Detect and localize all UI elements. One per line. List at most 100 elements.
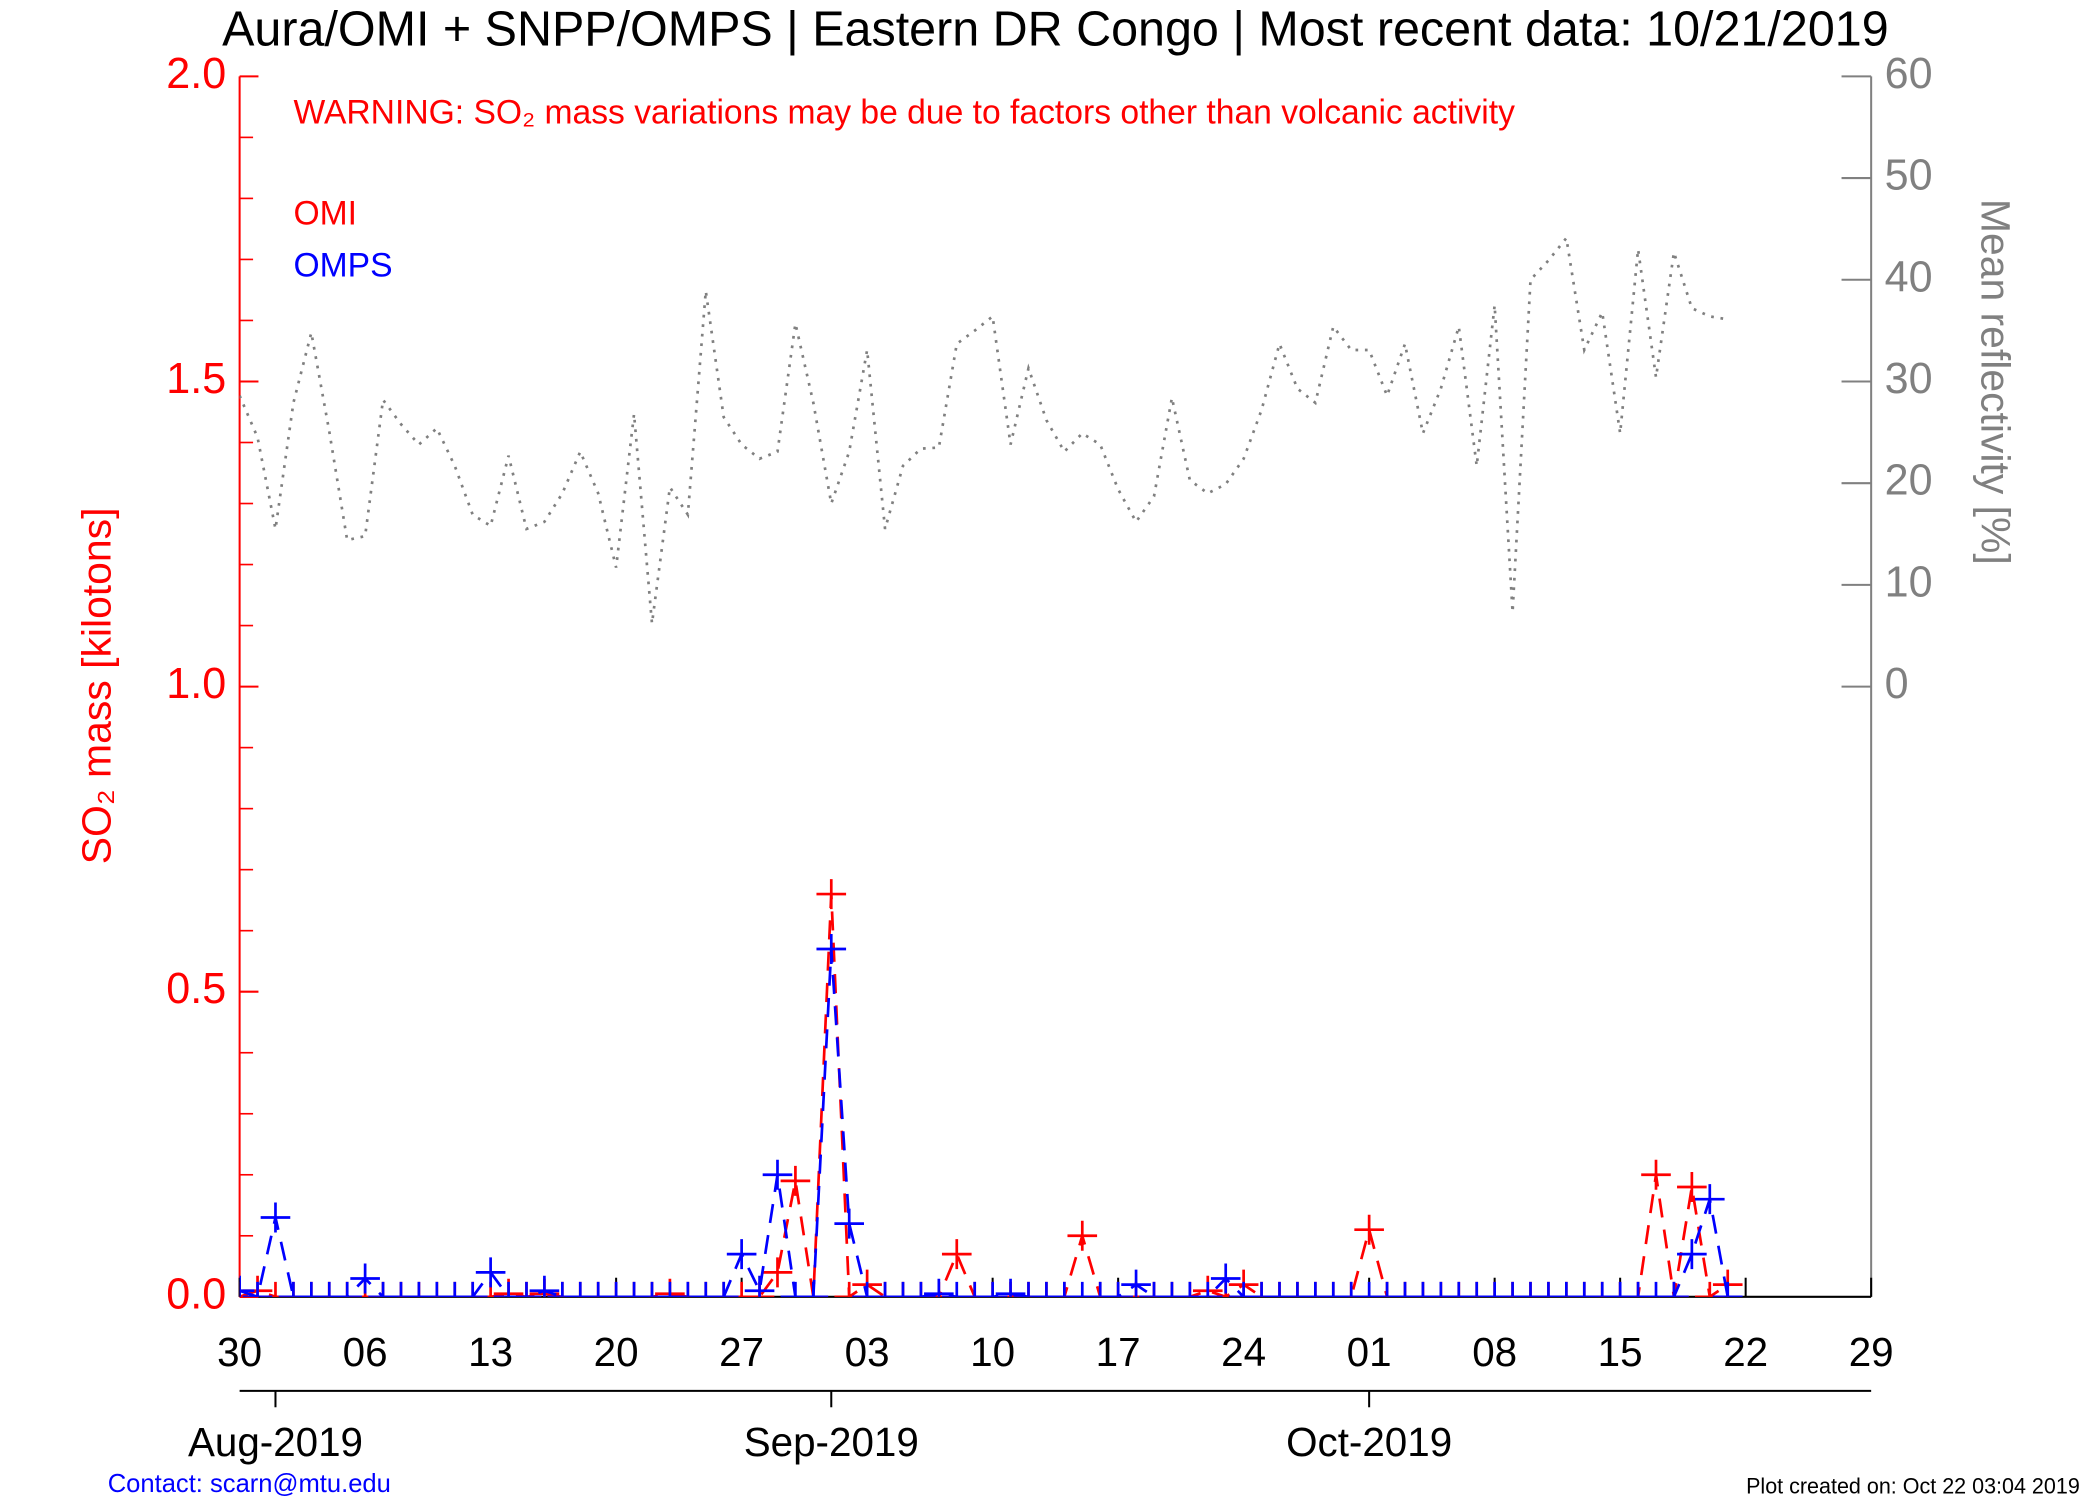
- marker: [314, 1281, 345, 1297]
- marker: [457, 1281, 488, 1297]
- marker: [673, 1281, 703, 1297]
- marker: [1246, 1281, 1277, 1297]
- marker: [1641, 1281, 1671, 1297]
- marker: [260, 1202, 291, 1233]
- marker: [350, 1263, 380, 1294]
- marker: [619, 1281, 649, 1297]
- marker: [242, 1281, 273, 1297]
- marker: [1264, 1281, 1295, 1297]
- marker: [1139, 1281, 1169, 1297]
- y2-tick-label: 40: [1885, 253, 1933, 301]
- marker: [296, 1281, 327, 1297]
- marker: [1551, 1281, 1582, 1297]
- x-tick-label: 01: [1347, 1329, 1392, 1375]
- marker: [1013, 1281, 1044, 1297]
- marker: [278, 1281, 309, 1297]
- marker: [744, 1275, 775, 1297]
- marker: [1443, 1281, 1474, 1297]
- marker: [422, 1281, 452, 1297]
- marker: [332, 1281, 362, 1297]
- x-tick-label: 24: [1221, 1329, 1266, 1375]
- y-tick-label: 1.0: [166, 660, 226, 708]
- x-tick-label: 15: [1598, 1329, 1643, 1375]
- marker: [547, 1281, 578, 1297]
- marker: [1121, 1269, 1151, 1297]
- marker: [1694, 1184, 1725, 1215]
- marker: [601, 1281, 631, 1297]
- month-label: Aug-2019: [188, 1419, 363, 1465]
- marker: [762, 1159, 793, 1190]
- marker: [906, 1281, 936, 1297]
- marker: [475, 1257, 506, 1288]
- y-tick-label: 0.0: [166, 1270, 226, 1318]
- marker: [1210, 1263, 1241, 1294]
- marker: [1103, 1281, 1133, 1297]
- marker: [1300, 1281, 1331, 1297]
- marker: [1426, 1281, 1456, 1297]
- x-tick-label: 29: [1849, 1329, 1894, 1375]
- marker: [1192, 1281, 1223, 1297]
- y2-axis-label: Mean reflectivity [%]: [1973, 199, 2019, 565]
- marker: [1318, 1281, 1349, 1297]
- y2-tick-label: 60: [1885, 50, 1933, 98]
- marker: [1354, 1214, 1384, 1245]
- x-tick-label: 03: [845, 1329, 890, 1375]
- series-line: [239, 234, 1728, 624]
- marker: [404, 1281, 434, 1297]
- month-label: Oct-2019: [1286, 1419, 1452, 1465]
- marker: [1067, 1281, 1098, 1297]
- series-line: [239, 894, 1729, 1297]
- x-tick-label: 22: [1723, 1329, 1768, 1375]
- legend-entry: OMPS: [293, 246, 392, 284]
- marker: [798, 1281, 829, 1297]
- month-label: Sep-2019: [744, 1419, 919, 1465]
- marker: [1228, 1281, 1259, 1297]
- marker: [834, 1281, 865, 1297]
- x-tick-label: 06: [343, 1329, 388, 1375]
- marker: [1641, 1159, 1671, 1190]
- marker: [726, 1239, 757, 1270]
- marker: [1390, 1281, 1420, 1297]
- marker: [1497, 1281, 1528, 1297]
- marker: [870, 1281, 900, 1297]
- y2-tick-label: 10: [1885, 558, 1933, 606]
- marker: [1605, 1281, 1635, 1297]
- marker: [439, 1281, 470, 1297]
- marker: [690, 1281, 721, 1297]
- marker: [924, 1278, 954, 1297]
- marker: [1085, 1281, 1116, 1297]
- y-tick-label: 2.0: [166, 50, 226, 98]
- footer-contact: Contact: scarn@mtu.edu: [108, 1470, 391, 1498]
- marker: [529, 1275, 560, 1297]
- marker: [239, 1275, 255, 1297]
- marker: [708, 1281, 739, 1297]
- marker: [780, 1281, 811, 1297]
- marker: [368, 1281, 398, 1297]
- marker: [995, 1278, 1026, 1297]
- x-tick-label: 30: [217, 1329, 262, 1375]
- chart-title: Aura/OMI + SNPP/OMPS | Eastern DR Congo …: [222, 2, 1889, 56]
- marker: [888, 1281, 918, 1297]
- marker: [637, 1281, 667, 1297]
- marker: [1282, 1281, 1313, 1297]
- marker: [852, 1281, 882, 1297]
- marker: [1461, 1281, 1492, 1297]
- series-line: [239, 948, 1730, 1297]
- marker: [1677, 1239, 1707, 1270]
- marker: [1677, 1171, 1707, 1202]
- x-tick-label: 20: [594, 1329, 639, 1375]
- y-axis-label: SO₂ mass [kilotons]: [74, 508, 120, 865]
- x-tick-label: 08: [1472, 1329, 1517, 1375]
- footer-created: Plot created on: Oct 22 03:04 2019: [1746, 1473, 2080, 1498]
- y2-tick-label: 20: [1885, 456, 1933, 504]
- marker: [1031, 1281, 1062, 1297]
- marker: [726, 1281, 757, 1297]
- x-tick-label: 13: [468, 1329, 513, 1375]
- y2-tick-label: 0: [1885, 660, 1909, 708]
- marker: [511, 1281, 542, 1297]
- marker: [762, 1257, 793, 1288]
- plot-area: [239, 234, 1743, 1297]
- marker: [1569, 1281, 1600, 1297]
